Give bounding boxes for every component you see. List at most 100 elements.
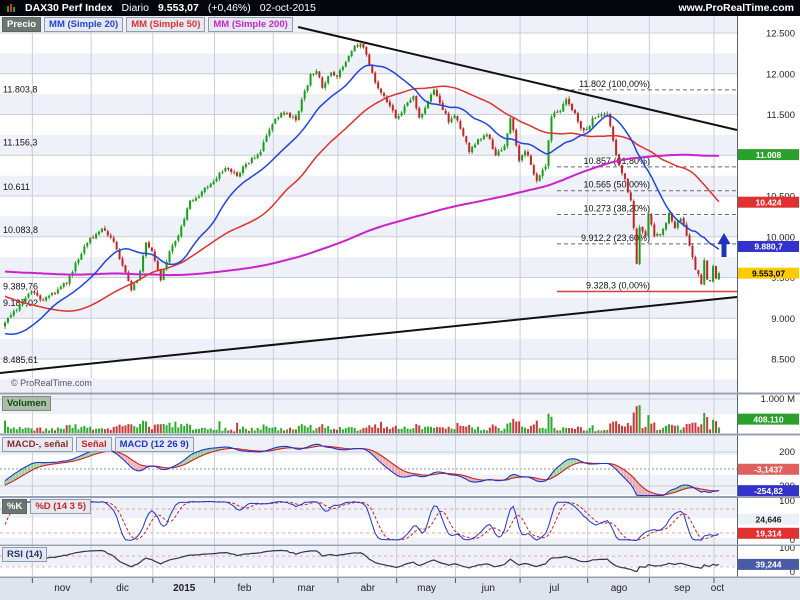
chip-volumen[interactable]: Volumen	[2, 396, 52, 411]
chip-stoch-d[interactable]: %D (14 3 5)	[30, 499, 91, 514]
volume-bar	[474, 429, 477, 433]
macd-hist-bar	[4, 480, 7, 486]
macd-hist-bar	[53, 462, 57, 464]
volume-bar	[9, 428, 12, 433]
axis-badge-label: 24,646	[756, 514, 782, 524]
volume-bar	[230, 429, 233, 433]
volume-bar	[115, 426, 118, 433]
macd-hist-bar	[656, 494, 659, 496]
macd-hist-bar	[612, 464, 615, 467]
macd-hist-bar	[512, 474, 515, 479]
left-price-labels: 11.803,8 11.156,3 10.611 10.083,8 9.389,76 9.…	[3, 85, 38, 365]
macd-hist-bar	[538, 478, 542, 482]
volume-bar	[259, 429, 262, 433]
candle-body	[432, 89, 435, 95]
volume-bar	[485, 430, 488, 433]
candle-body	[30, 291, 33, 294]
macd-hist-bar	[450, 473, 454, 475]
volume-bar	[92, 429, 95, 433]
volume-bar	[529, 425, 532, 433]
volume-bar	[641, 428, 644, 433]
candle-body	[221, 171, 224, 173]
candle-body	[109, 235, 112, 238]
candle-body	[521, 154, 524, 161]
candle-body	[224, 168, 227, 172]
volume-bar	[218, 421, 221, 433]
volume-bar	[676, 425, 679, 433]
macd-hist-bar	[556, 467, 559, 475]
volume-bar	[573, 428, 576, 433]
volume-bar	[86, 427, 89, 433]
time-axis-label: may	[417, 583, 436, 594]
volume-bar	[177, 427, 180, 433]
candle-body	[450, 118, 453, 123]
website-link[interactable]: www.ProRealTime.com	[678, 2, 794, 14]
volume-bar	[712, 419, 715, 433]
macd-hist-bar	[406, 472, 410, 477]
candle-body	[277, 117, 280, 119]
candle-body	[318, 71, 321, 78]
volume-bar	[526, 428, 529, 433]
candle-body	[212, 181, 215, 185]
rsi-line	[4, 549, 720, 573]
volume-bar	[33, 430, 36, 433]
trend-line[interactable]	[297, 26, 738, 131]
volume-bar	[479, 430, 482, 433]
volume-bar	[694, 422, 697, 433]
candle-body	[147, 242, 150, 248]
trend-lines[interactable]	[0, 26, 738, 374]
volume-bar	[585, 430, 588, 433]
chip-macd[interactable]: MACD (12 26 9)	[114, 437, 194, 452]
chip-mm20[interactable]: MM (Simple 20)	[44, 17, 124, 32]
candle-body	[53, 293, 56, 295]
chip-precio[interactable]: Precio	[2, 17, 42, 32]
volume-bar	[136, 427, 139, 433]
chip-macd-hist[interactable]: MACD-, señal	[2, 437, 74, 452]
volume-bar	[688, 423, 691, 433]
candle-body	[427, 101, 430, 109]
chip-stoch-k[interactable]: %K	[2, 499, 28, 514]
trend-line[interactable]	[0, 296, 738, 374]
candle-body	[482, 135, 485, 140]
candle-body	[538, 175, 541, 182]
macd-hist-bar	[550, 473, 554, 479]
candle-body	[565, 99, 568, 105]
volume-bar	[350, 427, 353, 433]
candle-body	[297, 111, 300, 120]
last-price: 9.553,07	[157, 2, 199, 14]
candle-body	[241, 166, 244, 174]
volume-bar	[550, 416, 553, 433]
chip-mm50[interactable]: MM (Simple 50)	[126, 17, 206, 32]
axis-badges: 11.008 10.424 9.880,7 9.553,07 408.110 -3,143…	[738, 149, 799, 570]
mm200-line	[4, 153, 719, 277]
time-axis-label: oct	[711, 583, 725, 594]
macd-hist-bar	[121, 453, 125, 459]
candle-body	[312, 74, 315, 76]
candle-body	[83, 246, 86, 254]
candle-body	[459, 121, 462, 129]
volume-bar	[447, 426, 450, 433]
annotations[interactable]	[717, 233, 731, 257]
volume-bar	[183, 425, 186, 433]
macd-hist-bar	[130, 459, 133, 468]
candle-body	[130, 280, 133, 291]
candle-body	[430, 94, 433, 102]
chip-mm200[interactable]: MM (Simple 200)	[208, 17, 293, 32]
candle-body	[121, 258, 124, 266]
volume-bar	[100, 428, 103, 433]
chip-macd-signal[interactable]: Señal	[76, 437, 112, 452]
up-arrow-annotation[interactable]	[717, 233, 731, 257]
macd-hist-bar	[515, 474, 518, 478]
candle-body	[374, 72, 377, 83]
candle-body	[635, 228, 638, 264]
candle-body	[92, 237, 95, 239]
chip-rsi[interactable]: RSI (14)	[2, 547, 48, 562]
volume-bar	[597, 430, 600, 433]
candle-body	[571, 103, 574, 111]
candle-body	[45, 297, 48, 301]
volume-bar	[453, 429, 456, 433]
candle-body	[80, 253, 83, 260]
candle-body	[209, 183, 212, 188]
macd-hist-bar	[532, 477, 536, 480]
